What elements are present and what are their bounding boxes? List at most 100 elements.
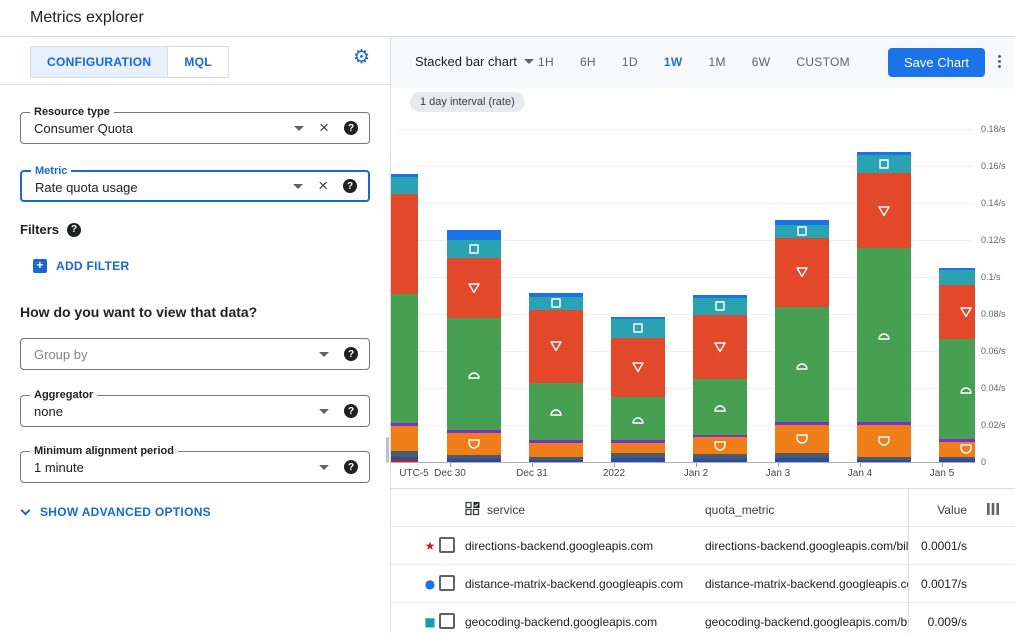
tab-configuration[interactable]: CONFIGURATION [31, 47, 168, 77]
bar-segment-navy[interactable] [857, 460, 911, 462]
clear-icon[interactable]: × [318, 175, 328, 195]
bar-segment-navy[interactable] [775, 458, 829, 462]
bar-segment-teal[interactable] [447, 240, 501, 258]
help-icon[interactable]: ? [344, 347, 358, 361]
row-checkbox[interactable] [439, 537, 455, 553]
bar-segment-slate[interactable] [775, 453, 829, 458]
bar-segment-purple[interactable] [391, 423, 418, 426]
bar-segment-red[interactable] [775, 238, 829, 307]
bar-segment-teal[interactable] [939, 270, 975, 285]
bar-segment-blue[interactable] [611, 317, 665, 319]
bar-segment-navy[interactable] [529, 460, 583, 462]
range-1M[interactable]: 1M [708, 55, 726, 69]
bar-segment-slate[interactable] [529, 457, 583, 460]
table-row[interactable]: ● distance-matrix-backend.googleapis.com… [391, 565, 1015, 603]
bar-segment-orange[interactable] [611, 443, 665, 453]
bar-segment-red[interactable] [391, 194, 418, 294]
dropdown-arrow-icon[interactable] [319, 351, 329, 357]
settings-gear-icon[interactable]: ⚙ [352, 46, 370, 68]
bar-segment-purple[interactable] [693, 434, 747, 437]
bar-segment-purple[interactable] [611, 440, 665, 443]
bar-segment-purple[interactable] [447, 430, 501, 433]
bar-segment-blue[interactable] [857, 152, 911, 155]
help-icon[interactable]: ? [67, 222, 82, 237]
column-settings-icon[interactable] [986, 502, 1000, 520]
column-header-service[interactable]: service [487, 503, 526, 517]
clear-icon[interactable]: × [319, 117, 329, 137]
bar-segment-orange[interactable] [447, 433, 501, 455]
dropdown-arrow-icon[interactable] [319, 464, 329, 470]
chart-type-dropdown[interactable]: Stacked bar chart [415, 54, 534, 69]
bar-segment-blue[interactable] [939, 268, 975, 270]
bar-segment-blue[interactable] [529, 293, 583, 297]
range-6W[interactable]: 6W [751, 55, 771, 69]
column-header-quota-metric[interactable]: quota_metric [705, 503, 775, 517]
range-CUSTOM[interactable]: CUSTOM [796, 55, 850, 69]
dropdown-arrow-icon[interactable] [294, 125, 305, 131]
row-checkbox[interactable] [439, 613, 455, 629]
column-header-value[interactable]: Value [937, 503, 967, 517]
table-row[interactable]: ■ geocoding-backend.googleapis.com geoco… [391, 603, 1015, 633]
help-icon[interactable]: ? [344, 121, 358, 135]
bar-segment-slate[interactable] [693, 454, 747, 459]
bar-segment-orange[interactable] [391, 426, 418, 451]
bar-segment-red[interactable] [611, 337, 665, 397]
bar-segment-teal[interactable] [775, 225, 829, 238]
bar-segment-purple[interactable] [857, 422, 911, 425]
bar-segment-red[interactable] [857, 173, 911, 248]
scrollbar[interactable] [386, 437, 389, 463]
group-by-field[interactable]: Group by ? [20, 338, 370, 370]
bar-segment-red[interactable] [447, 258, 501, 318]
bar-segment-blue[interactable] [693, 295, 747, 298]
bar-segment-slate[interactable] [447, 455, 501, 459]
table-row[interactable]: ★ directions-backend.googleapis.com dire… [391, 527, 1015, 565]
bar-segment-navy[interactable] [391, 456, 418, 460]
bar-segment-teal[interactable] [529, 297, 583, 310]
bar-segment-orange[interactable] [857, 425, 911, 457]
bar-segment-slate[interactable] [611, 453, 665, 458]
bar-segment-green[interactable] [857, 248, 911, 422]
bar-segment-purple[interactable] [775, 422, 829, 425]
bar-segment-orange[interactable] [775, 425, 829, 453]
bar-segment-navy[interactable] [693, 459, 747, 462]
add-filter-button[interactable]: + ADD FILTER [33, 259, 129, 273]
aggregator-field[interactable]: Aggregator none ? [20, 389, 370, 427]
bar-segment-green[interactable] [529, 383, 583, 440]
show-advanced-options[interactable]: SHOW ADVANCED OPTIONS [20, 505, 211, 519]
resource-type-field[interactable]: Resource type Consumer Quota × ? [20, 106, 370, 144]
bar-segment-red[interactable] [529, 310, 583, 383]
bar-segment-slate[interactable] [939, 456, 975, 459]
help-icon[interactable]: ? [344, 460, 358, 474]
bar-segment-blue[interactable] [391, 174, 418, 177]
save-chart-button[interactable]: Save Chart [888, 48, 986, 77]
bar-segment-green[interactable] [693, 379, 747, 435]
bar-segment-purple[interactable] [529, 440, 583, 443]
bar-segment-teal[interactable] [857, 155, 911, 173]
bar-segment-red[interactable] [693, 314, 747, 379]
bar-segment-blue[interactable] [447, 230, 501, 240]
help-icon[interactable]: ? [343, 179, 357, 193]
bar-segment-green[interactable] [391, 293, 418, 423]
bar-segment-slate[interactable] [857, 457, 911, 460]
bar-segment-navy[interactable] [939, 459, 975, 462]
bar-segment-purple[interactable] [939, 439, 975, 442]
bar-segment-teal[interactable] [391, 177, 418, 194]
alignment-period-field[interactable]: Minimum alignment period 1 minute ? [20, 445, 370, 483]
bar-segment-teal[interactable] [611, 319, 665, 338]
tab-mql[interactable]: MQL [167, 47, 228, 77]
metric-field[interactable]: Metric Rate quota usage × ? [20, 165, 370, 202]
range-1W[interactable]: 1W [663, 55, 683, 69]
bar-segment-teal[interactable] [693, 298, 747, 315]
range-1H[interactable]: 1H [538, 55, 554, 69]
select-all-icon[interactable] [465, 501, 480, 519]
bar-segment-slate[interactable] [391, 451, 418, 457]
range-1D[interactable]: 1D [621, 55, 638, 69]
dropdown-arrow-icon[interactable] [319, 408, 329, 414]
bar-segment-green[interactable] [447, 318, 501, 430]
bar-segment-orange[interactable] [529, 443, 583, 457]
dropdown-arrow-icon[interactable] [293, 183, 304, 189]
bar-segment-navy[interactable] [611, 458, 665, 462]
help-icon[interactable]: ? [344, 404, 358, 418]
more-options-icon[interactable] [992, 55, 1006, 68]
row-checkbox[interactable] [439, 575, 455, 591]
